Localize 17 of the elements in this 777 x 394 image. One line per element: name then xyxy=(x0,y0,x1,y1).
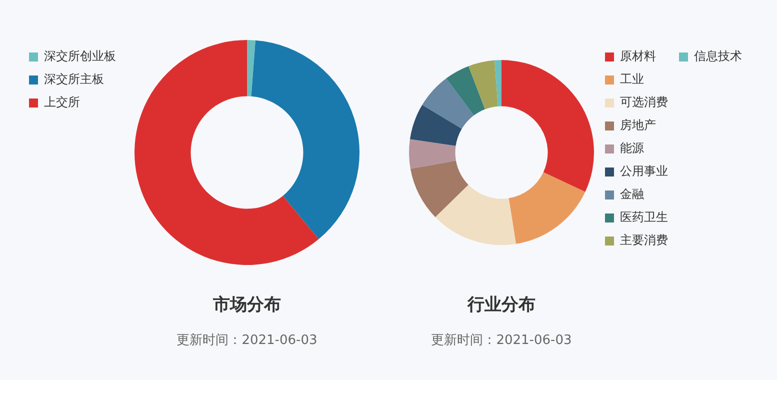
text: 行业分布 xyxy=(468,294,536,316)
text: 更新时间：2021-06-03 xyxy=(431,332,572,349)
legend-label: 金融 xyxy=(620,187,644,202)
text: 市场分布 xyxy=(213,294,281,316)
text: 更新时间：2021-06-03 xyxy=(176,332,318,349)
legend-label: 上交所 xyxy=(44,95,80,110)
legend-label: 工业 xyxy=(620,72,644,86)
legend-label: 深交所主板 xyxy=(44,72,104,86)
legend-label: 原材料 xyxy=(620,49,656,64)
legend-label: 能源 xyxy=(620,141,644,156)
legend-label: 主要消费 xyxy=(620,233,668,248)
legend-label: 深交所创业板 xyxy=(44,49,116,64)
legend-label: 可选消费 xyxy=(620,95,668,110)
legend-label: 医药卫生 xyxy=(620,210,668,224)
legend-label: 信息技术 xyxy=(694,49,742,64)
legend-label: 房地产 xyxy=(620,118,656,132)
legend-label: 公用事业 xyxy=(620,164,668,178)
